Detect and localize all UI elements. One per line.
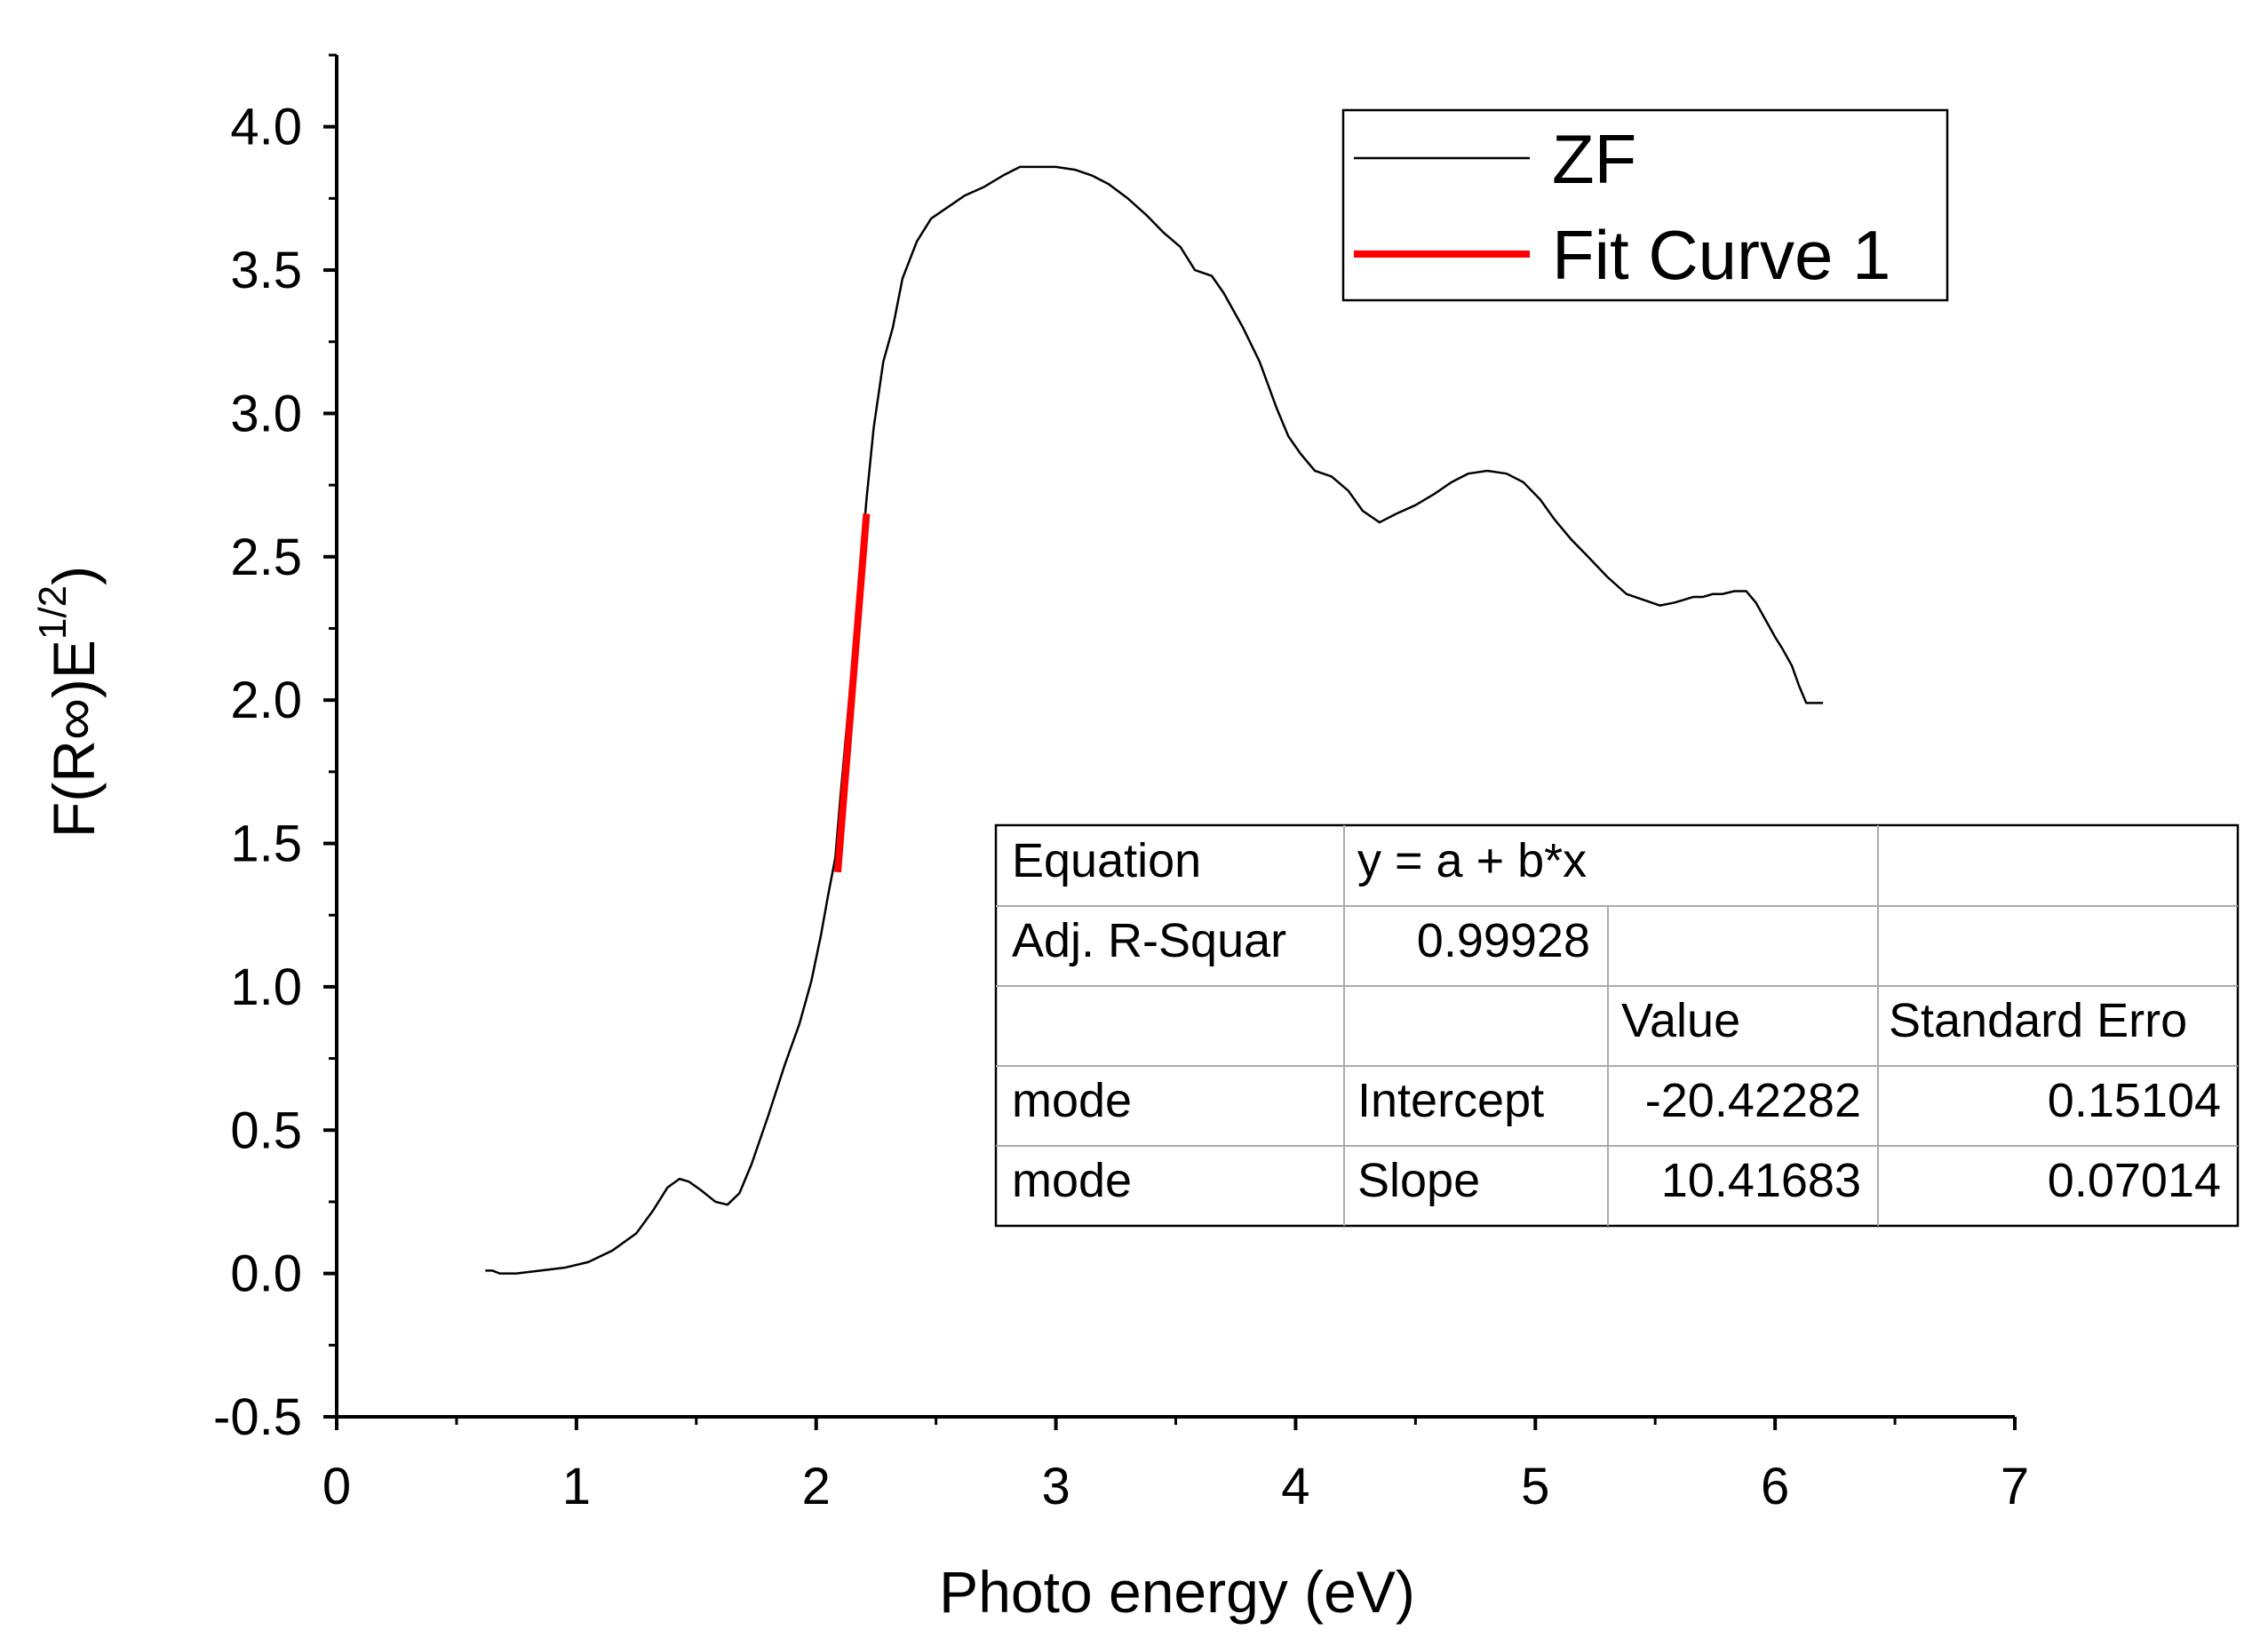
- plot-area: [485, 165, 1824, 1275]
- table-cell-intercept-mode: mode: [1012, 1074, 1132, 1127]
- x-tick-label: 7: [2001, 1458, 2029, 1515]
- table-cell-slope-label: Slope: [1357, 1154, 1480, 1207]
- x-tick-label: 2: [802, 1458, 831, 1515]
- y-tick-label: -0.5: [213, 1388, 302, 1446]
- x-ticks: 0 1 2 3 4 5 6 7: [322, 1417, 2029, 1515]
- x-tick-label: 6: [1761, 1458, 1789, 1515]
- y-tick-label: 3.0: [230, 385, 302, 442]
- table-cell-intercept-error: 0.15104: [2048, 1074, 2221, 1127]
- y-tick-label: 3.5: [230, 242, 302, 299]
- x-tick-label: 1: [562, 1458, 591, 1515]
- x-tick-label: 0: [322, 1458, 351, 1515]
- table-cell-adj-r-square-label: Adj. R-Squar: [1012, 914, 1286, 967]
- x-tick-label: 5: [1521, 1458, 1549, 1515]
- legend-box: [1341, 108, 1949, 302]
- x-axis-title: Photo energy (eV): [939, 1559, 1415, 1625]
- y-tick-label: 2.0: [230, 672, 302, 729]
- table-cell-intercept-label: Intercept: [1357, 1074, 1544, 1127]
- y-ticks: -0.5 0.0 0.5 1.0 1.5 2.0 2.5 3.0 3.5 4.0: [213, 53, 337, 1446]
- y-tick-label: 1.0: [230, 958, 302, 1016]
- series-line-fit-curve-1: [834, 513, 871, 873]
- table-cell-intercept-value: -20.42282: [1645, 1074, 1861, 1127]
- x-tick-label: 3: [1041, 1458, 1070, 1515]
- table-header-standard-error: Standard Erro: [1889, 994, 2187, 1047]
- table-cell-slope-mode: mode: [1012, 1154, 1132, 1207]
- y-tick-label: 4.0: [230, 99, 302, 156]
- y-tick-label: 0.5: [230, 1101, 302, 1159]
- y-axis-title-superscript: 1/2: [31, 585, 75, 640]
- y-tick-label: 0.0: [230, 1245, 302, 1303]
- table-cell-adj-r-square-value: 0.99928: [1417, 914, 1590, 967]
- svg-text:F(R∞)E1/2): F(R∞)E1/2): [31, 566, 107, 838]
- y-axis-title-main: F(R∞)E: [41, 640, 107, 838]
- series-line-zf: [485, 165, 1824, 1275]
- legend-label-fit-curve-1: Fit Curve 1: [1552, 216, 1890, 294]
- legend-label-zf: ZF: [1552, 120, 1636, 198]
- table-cell-slope-error: 0.07014: [2048, 1154, 2221, 1207]
- table-cell-equation: y = a + b*x: [1357, 834, 1587, 887]
- table-cell-slope-value: 10.41683: [1661, 1154, 1861, 1207]
- y-tick-label: 2.5: [230, 529, 302, 586]
- table-header-value: Value: [1621, 994, 1740, 1047]
- y-axis-title: F(R∞)E1/2): [31, 566, 107, 838]
- x-tick-label: 4: [1281, 1458, 1309, 1515]
- table-cell-equation-label: Equation: [1012, 834, 1201, 887]
- fit-results-table: Equation y = a + b*x Adj. R-Squar 0.9992…: [994, 823, 2240, 1228]
- legend: ZF Fit Curve 1: [1341, 108, 1949, 302]
- y-tick-label: 1.5: [230, 815, 302, 873]
